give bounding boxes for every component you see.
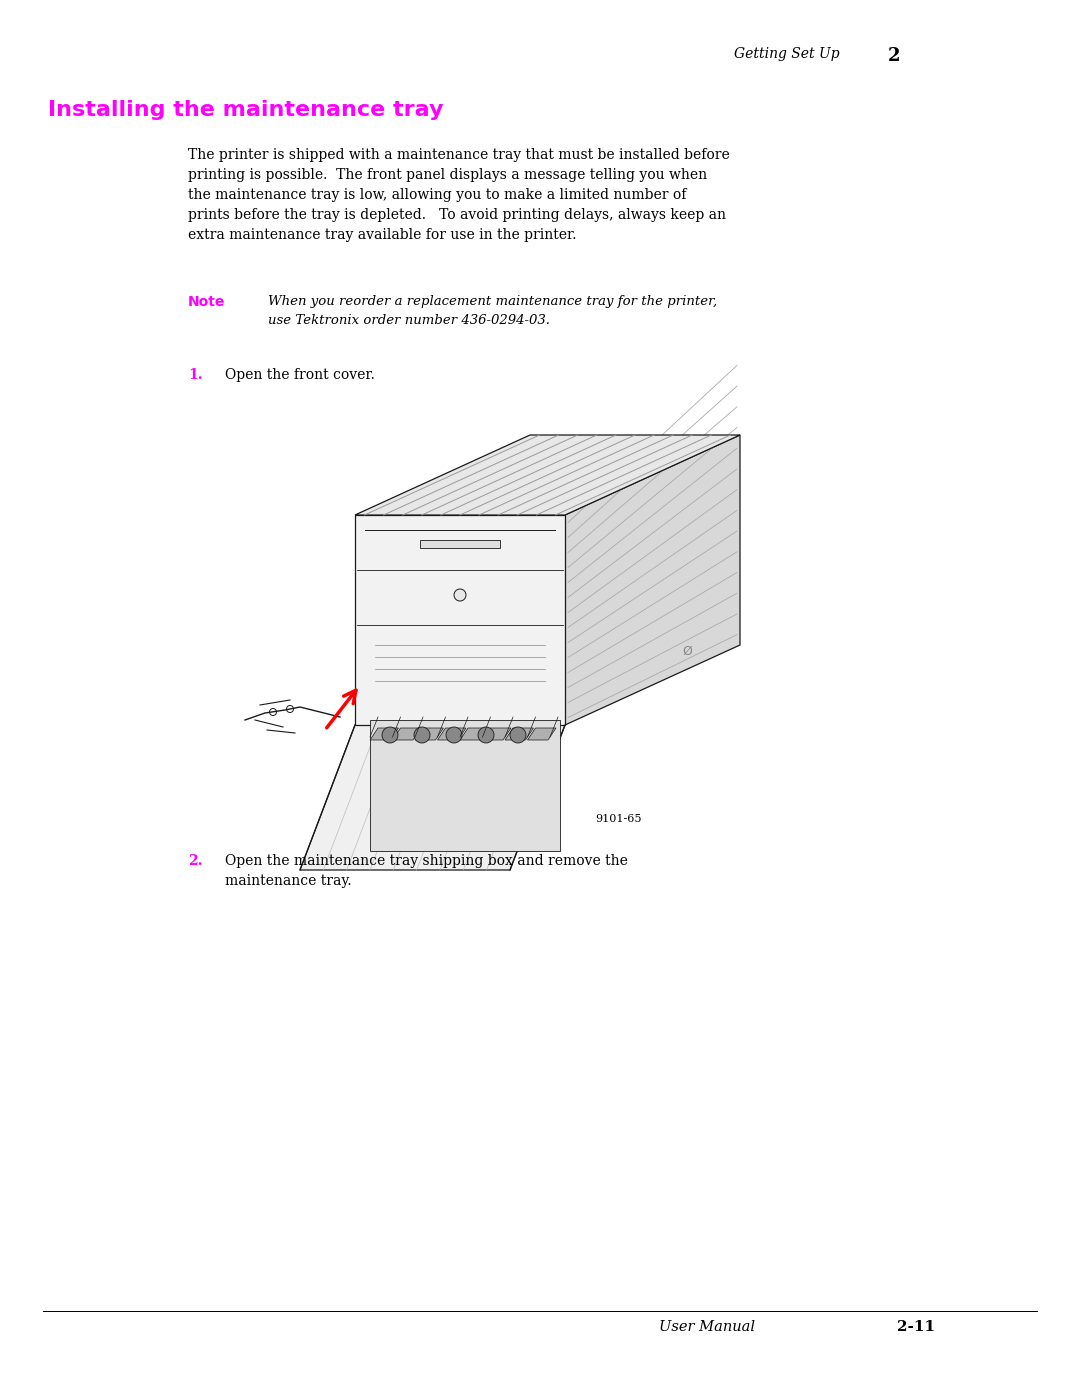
Polygon shape [392,728,421,740]
Polygon shape [370,728,399,740]
Circle shape [446,726,462,743]
Text: Ø: Ø [683,645,692,658]
Polygon shape [483,728,511,740]
Polygon shape [300,725,565,870]
Circle shape [382,726,399,743]
Bar [420,541,500,548]
Circle shape [478,726,494,743]
Text: Installing the maintenance tray: Installing the maintenance tray [48,101,444,120]
Text: 9101-65: 9101-65 [595,814,642,824]
Circle shape [414,726,430,743]
Text: Open the front cover.: Open the front cover. [225,367,375,381]
Polygon shape [355,434,740,515]
Polygon shape [565,434,740,725]
Text: The printer is shipped with a maintenance tray that must be installed before
pri: The printer is shipped with a maintenanc… [188,148,730,242]
Text: Getting Set Up: Getting Set Up [734,47,840,61]
Text: Note: Note [188,295,226,309]
Polygon shape [370,719,561,851]
Text: User Manual: User Manual [659,1320,755,1334]
Polygon shape [415,728,444,740]
Text: 1.: 1. [188,367,203,381]
Circle shape [510,726,526,743]
Text: 2: 2 [888,47,900,66]
Polygon shape [460,728,488,740]
Polygon shape [505,728,534,740]
Circle shape [454,590,465,601]
Text: Open the maintenance tray shipping box and remove the
maintenance tray.: Open the maintenance tray shipping box a… [225,854,627,888]
Polygon shape [355,515,565,725]
Polygon shape [527,728,556,740]
Text: 2.: 2. [188,854,203,868]
Text: When you reorder a replacement maintenance tray for the printer,
use Tektronix o: When you reorder a replacement maintenan… [268,295,717,327]
Text: 2-11: 2-11 [896,1320,935,1334]
Polygon shape [437,728,465,740]
